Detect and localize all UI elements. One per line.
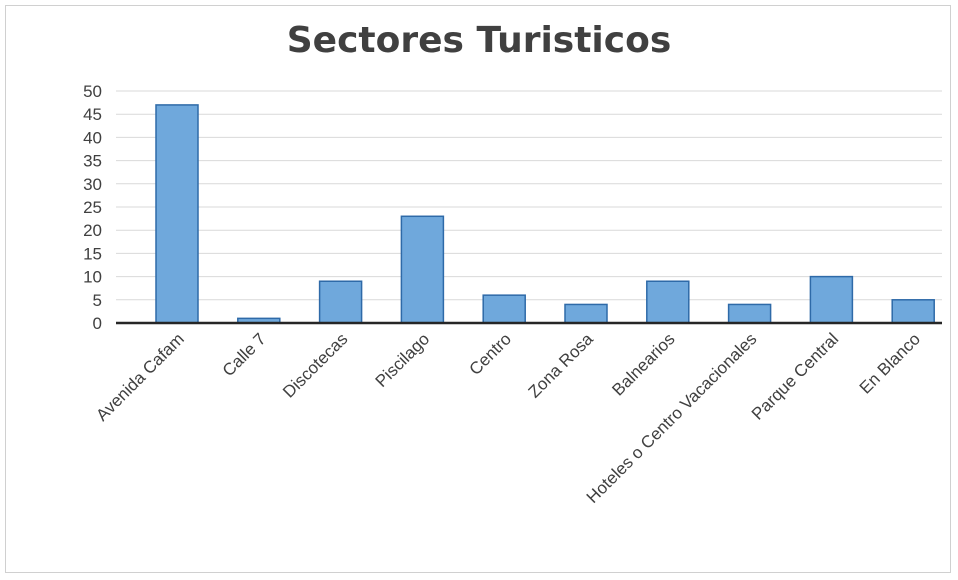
- x-tick-label: Zona Rosa: [525, 329, 598, 402]
- y-tick-label: 30: [83, 175, 102, 194]
- y-tick-label: 0: [93, 314, 102, 333]
- y-tick-label: 40: [83, 128, 102, 147]
- x-tick-label: Piscilago: [372, 329, 434, 391]
- x-tick-label: Balnearios: [608, 329, 678, 399]
- bar: [318, 280, 363, 324]
- y-tick-label: 45: [83, 105, 102, 124]
- x-tick-label: Avenida Cafam: [92, 329, 187, 424]
- x-tick-label: Discotecas: [279, 329, 351, 401]
- bar: [482, 294, 526, 324]
- y-axis-ticks: 0 5 10 15 20 25 30 35 40 45 50: [83, 82, 102, 333]
- x-tick-label: Calle 7: [219, 329, 270, 380]
- x-tick-label: Hoteles o Centro Vacacionales: [583, 329, 761, 507]
- y-tick-label: 15: [83, 244, 102, 263]
- x-tick-label: Centro: [466, 329, 516, 379]
- x-tick-label: Parque Central: [748, 329, 842, 423]
- bar: [891, 299, 935, 324]
- bar: [155, 104, 199, 324]
- bar: [646, 280, 690, 324]
- chart-title: Sectores Turisticos: [287, 20, 672, 61]
- y-tick-label: 10: [83, 268, 102, 287]
- x-tick-label: En Blanco: [856, 329, 924, 397]
- bar: [564, 303, 608, 324]
- y-tick-label: 50: [83, 82, 102, 101]
- x-axis-labels: Avenida Cafam Calle 7 Discotecas Piscilago C…: [92, 329, 924, 507]
- y-tick-label: 35: [83, 152, 102, 171]
- bar: [400, 215, 445, 324]
- y-tick-label: 5: [93, 291, 102, 310]
- bar: [727, 303, 772, 324]
- bars: [155, 104, 935, 324]
- y-tick-label: 20: [83, 221, 102, 240]
- y-tick-label: 25: [83, 198, 102, 217]
- bar: [809, 275, 854, 324]
- gridlines: [116, 90, 942, 301]
